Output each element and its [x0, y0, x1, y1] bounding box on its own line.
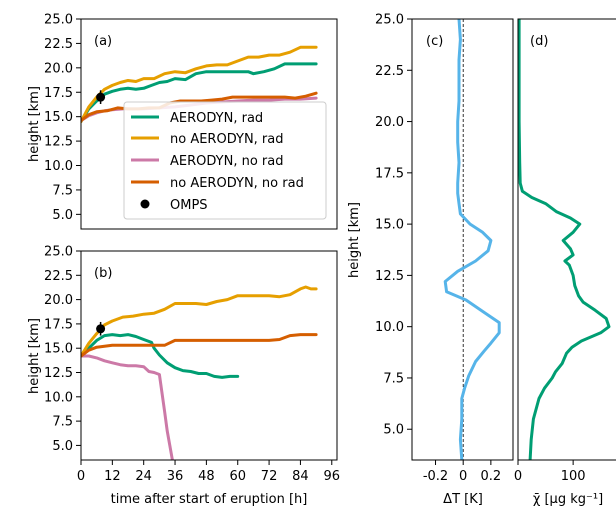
y-tick-label: 7.5	[52, 183, 73, 198]
legend: AERODYN, rad no AERODYN, rad AERODYN, no…	[123, 101, 327, 220]
panel-d-label: (d)	[530, 34, 548, 49]
series-line-aerodyn-rad	[81, 62, 318, 124]
y-tick-label: 25.0	[44, 245, 73, 260]
x-tick-label: 12	[104, 469, 121, 484]
series-line-panel-d-0	[518, 19, 611, 460]
y-tick-label: 10.0	[44, 159, 73, 174]
x-tick-label: 24	[135, 469, 152, 484]
panel-c-y-ticks: 5.0 7.5 10.0 12.5 15.0 17.5 20.0 22.5 25.0	[375, 13, 412, 438]
panel-c-label: (c)	[426, 34, 443, 49]
x-tick-label: 0	[514, 469, 522, 484]
y-tick-label: 15.0	[44, 342, 73, 357]
y-tick-label: 22.5	[44, 269, 73, 284]
y-tick-label: 7.5	[52, 415, 73, 430]
x-tick-label: 0	[459, 469, 467, 484]
panel-a-label: (a)	[94, 34, 112, 49]
y-tick-label: 10.0	[44, 390, 73, 405]
panel-c-series	[443, 19, 501, 460]
x-tick-label: 60	[229, 469, 246, 484]
legend-box	[123, 101, 327, 220]
series-line-no-aerodyn-rad	[81, 45, 318, 124]
x-tick-label: 72	[261, 469, 278, 484]
panel-b-ylabel: height [km]	[27, 318, 42, 394]
y-tick-label: 17.5	[375, 166, 404, 181]
panel-b: 5.0 7.5 10.0 12.5 15.0 17.5 20.0 22.5 25.0 0 12 24…	[27, 245, 340, 508]
y-tick-label: 7.5	[383, 371, 404, 386]
y-tick-label: 20.0	[375, 115, 404, 130]
x-tick-label: 100	[561, 469, 586, 484]
legend-label-aerodyn-no-rad: AERODYN, no rad	[170, 154, 284, 169]
panel-b-series	[81, 285, 318, 460]
series-line-aerodyn-rad	[81, 333, 240, 379]
x-tick-label: 96	[324, 469, 341, 484]
panel-b-x-ticks: 0 12 24 36 48 60 72 84 96	[77, 460, 340, 484]
y-tick-label: 25.0	[375, 13, 404, 28]
panel-c-frame	[411, 18, 514, 461]
y-tick-label: 22.5	[375, 64, 404, 79]
y-tick-label: 5.0	[52, 439, 73, 454]
legend-label-aerodyn-rad: AERODYN, rad	[170, 111, 263, 126]
y-tick-label: 22.5	[44, 37, 73, 52]
omps-point	[96, 324, 106, 334]
x-tick-label: 48	[198, 469, 215, 484]
y-tick-label: 25.0	[44, 13, 73, 28]
panel-a-frame	[80, 18, 338, 230]
panel-b-frame	[80, 250, 338, 461]
y-tick-label: 5.0	[52, 208, 73, 223]
panel-d-series	[518, 19, 611, 460]
x-tick-label: 36	[167, 469, 184, 484]
legend-label-no-aerodyn-no-rad: no AERODYN, no rad	[170, 176, 304, 191]
y-tick-label: 15.0	[375, 218, 404, 233]
y-tick-label: 15.0	[44, 110, 73, 125]
panel-c-ylabel: height [km]	[347, 202, 362, 278]
panel-a-y-ticks: 5.0 7.5 10.0 12.5 15.0 17.5 20.0 22.5 25.0	[44, 13, 81, 223]
panel-d: 0 100 χ̄ [μg kg⁻¹] (d)	[514, 18, 616, 507]
panel-b-y-ticks: 5.0 7.5 10.0 12.5 15.0 17.5 20.0 22.5 25.0	[44, 245, 81, 454]
y-tick-label: 12.5	[44, 366, 73, 381]
y-tick-label: 12.5	[375, 269, 404, 284]
panel-a-ylabel: height [km]	[27, 86, 42, 162]
x-tick-label: 0.2	[481, 469, 502, 484]
y-tick-label: 17.5	[44, 317, 73, 332]
panel-b-xlabel: time after start of eruption [h]	[111, 492, 308, 507]
x-tick-label: -0.2	[423, 469, 448, 484]
series-line-no-aerodyn-no-rad	[81, 333, 318, 358]
panel-c-xlabel: ΔT [K]	[443, 492, 483, 507]
y-tick-label: 20.0	[44, 61, 73, 76]
panel-d-xlabel: χ̄ [μg kg⁻¹]	[533, 492, 603, 507]
panel-a: 5.0 7.5 10.0 12.5 15.0 17.5 20.0 22.5 25.0 heigh…	[27, 13, 338, 230]
omps-point	[96, 92, 106, 102]
panel-c-x-ticks: -0.2 0 0.2	[423, 460, 501, 484]
legend-marker-omps	[140, 199, 150, 209]
panel-c: 5.0 7.5 10.0 12.5 15.0 17.5 20.0 22.5 25.0 -0.2 0…	[347, 13, 514, 507]
series-line-aerodyn-no-rad	[81, 354, 174, 460]
x-tick-label: 0	[77, 469, 85, 484]
legend-label-no-aerodyn-rad: no AERODYN, rad	[170, 132, 284, 147]
y-tick-label: 5.0	[383, 423, 404, 438]
y-tick-label: 10.0	[375, 320, 404, 335]
panel-d-x-ticks: 0 100	[514, 460, 586, 484]
legend-label-omps: OMPS	[170, 198, 208, 213]
panel-d-frame	[517, 18, 616, 461]
series-line-no-aerodyn-no-rad	[81, 91, 318, 123]
panel-b-label: (b)	[94, 266, 112, 281]
series-line-no-aerodyn-rad	[81, 285, 318, 358]
y-tick-label: 20.0	[44, 293, 73, 308]
y-tick-label: 12.5	[44, 135, 73, 150]
x-tick-label: 84	[292, 469, 309, 484]
series-line-panel-c-0	[443, 19, 501, 460]
y-tick-label: 17.5	[44, 86, 73, 101]
